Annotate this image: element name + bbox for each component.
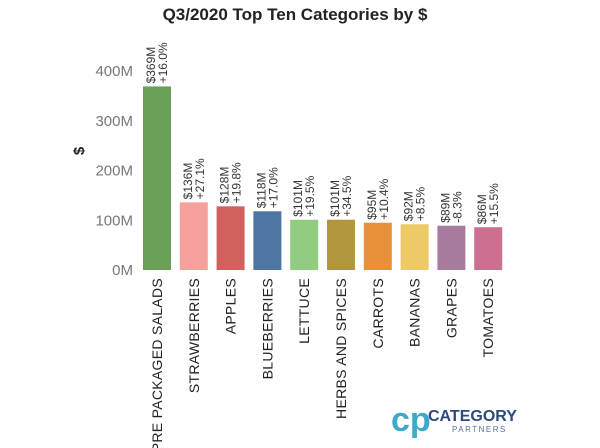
bar: [400, 224, 429, 270]
category-label: HERBS AND SPICES: [333, 278, 349, 419]
bar: [474, 227, 503, 270]
bar: [437, 225, 466, 270]
value-label: $95M: [365, 190, 379, 220]
y-tick-label: 0M: [112, 262, 133, 279]
y-tick-label: 200M: [95, 163, 133, 180]
change-label: +19.5%: [303, 175, 317, 216]
category-label: BANANAS: [407, 278, 423, 347]
value-label: $101M: [291, 180, 305, 217]
logo-sub: PARTNERS: [452, 425, 507, 434]
category-label: STRAWBERRIES: [186, 278, 202, 393]
change-label: +17.0%: [266, 167, 280, 208]
y-axis-label: $: [71, 146, 88, 155]
value-label: $92M: [402, 191, 416, 221]
change-label: +19.8%: [230, 162, 244, 203]
value-label: $89M: [438, 193, 452, 223]
value-label: $118M: [254, 172, 268, 208]
change-label: +8.5%: [414, 187, 428, 222]
y-tick-label: 400M: [95, 63, 133, 80]
logo-mark: cp: [391, 401, 431, 439]
change-label: -8.3%: [450, 191, 464, 223]
change-label: +16.0%: [156, 42, 170, 83]
category-label: APPLES: [223, 278, 239, 334]
value-label: $369M: [144, 47, 158, 84]
category-label: TOMATOES: [480, 278, 496, 357]
bar: [143, 86, 171, 270]
category-label: GRAPES: [443, 278, 459, 338]
bar: [363, 222, 392, 270]
chart-title: Q3/2020 Top Ten Categories by $: [163, 5, 428, 24]
category-labels: PRE PACKAGED SALADS STRAWBERRIES APPLES BLU…: [149, 278, 496, 448]
change-label: +27.1%: [193, 158, 207, 199]
change-label: +15.5%: [487, 183, 501, 224]
value-label: $136M: [181, 163, 195, 200]
y-tick-label: 300M: [95, 113, 133, 130]
bar: [290, 219, 319, 270]
category-label: PRE PACKAGED SALADS: [149, 278, 165, 448]
value-label: $101M: [328, 180, 342, 217]
value-label: $128M: [218, 167, 232, 204]
change-label: +34.5%: [340, 175, 354, 216]
y-axis-ticks: 0M 100M 200M 300M 400M: [95, 63, 133, 279]
logo-name: CATEGORY: [428, 408, 517, 425]
category-label: CARROTS: [370, 278, 386, 349]
value-label: $86M: [475, 194, 489, 224]
bar-labels: $369M+16.0%$136M+27.1% $128M+19.8% $118M+1…: [144, 42, 501, 224]
bar: [327, 219, 355, 270]
category-label: BLUEBERRIES: [259, 278, 275, 379]
bar: [216, 206, 245, 270]
bar: [179, 202, 208, 270]
change-label: +10.4%: [377, 178, 391, 219]
bars: [143, 86, 503, 270]
bar: [253, 211, 282, 270]
category-partners-logo: cp CATEGORY PARTNERS: [391, 401, 517, 439]
y-tick-label: 100M: [95, 212, 133, 229]
category-label: LETTUCE: [296, 278, 312, 344]
